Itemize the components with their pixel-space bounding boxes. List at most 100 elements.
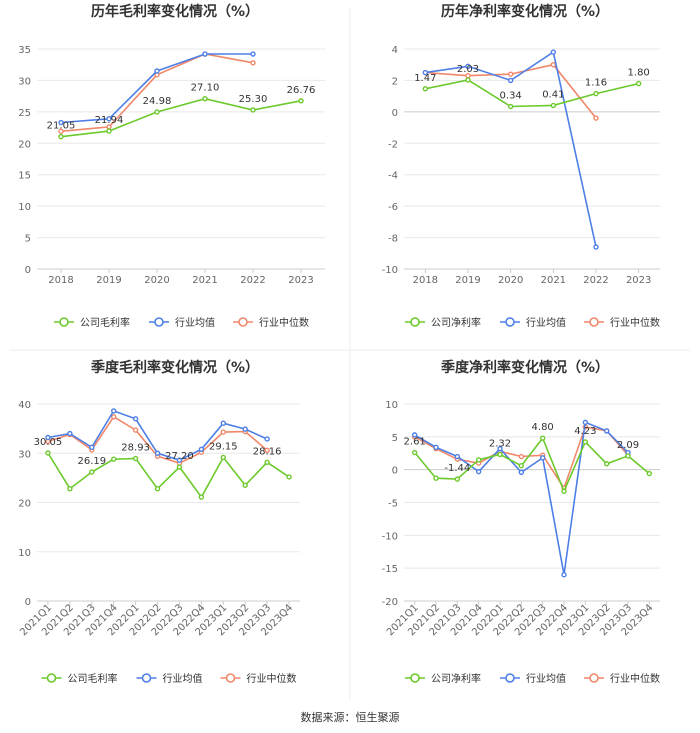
data-point-avg: [539, 455, 546, 461]
y-tick-label: 15: [18, 171, 31, 182]
legend-label: 公司净利率: [431, 672, 481, 685]
x-tick-label: 2022: [240, 275, 265, 286]
y-tick-label: 10: [18, 202, 31, 213]
data-point-avg: [582, 419, 589, 426]
y-tick-label: 2: [392, 76, 398, 87]
data-point-median: [58, 128, 64, 135]
legend-item-median[interactable]: 行业中位数: [220, 672, 297, 685]
y-tick-label: 5: [392, 433, 398, 444]
chart-quarterly-gross: 季度毛利率变化情况（%）0102030402021Q12021Q22021Q32…: [18, 359, 300, 685]
x-tick-label: 2021: [541, 275, 566, 286]
data-point-avg: [67, 430, 73, 437]
data-point-avg: [58, 119, 64, 126]
data-point-company: [154, 109, 160, 115]
y-tick-label: -20: [382, 597, 398, 608]
legend-marker: [59, 317, 69, 327]
series-line-company: [60, 97, 302, 138]
data-point-avg: [154, 450, 161, 456]
data-label: 4.80: [532, 422, 554, 433]
chart-title: 季度净利率变化情况（%）: [440, 359, 609, 376]
data-point-avg: [250, 51, 256, 57]
data-point-company: [561, 488, 567, 495]
legend-marker: [505, 673, 515, 683]
legend-item-median[interactable]: 行业中位数: [233, 316, 309, 329]
x-tick-label: 2021: [192, 275, 217, 286]
data-point-company: [593, 90, 599, 97]
legend-item-company[interactable]: 公司毛利率: [54, 316, 130, 329]
data-label: 2.61: [404, 437, 426, 448]
data-point-avg: [422, 69, 429, 76]
y-tick-label: 20: [18, 139, 31, 150]
series-line-company: [47, 452, 290, 499]
data-label: 24.98: [143, 96, 172, 107]
data-label: 28.16: [253, 446, 282, 457]
chart-title: 历年毛利率变化情况（%）: [91, 3, 259, 20]
data-point-company: [67, 486, 73, 492]
x-tick-label: 2019: [96, 275, 121, 286]
data-point-avg: [242, 426, 248, 432]
series-line-company: [414, 436, 650, 494]
data-point-company: [45, 450, 51, 456]
data-point-avg: [497, 445, 503, 452]
data-point-avg: [198, 446, 205, 453]
data-point-company: [465, 77, 471, 83]
y-tick-label: 5: [25, 234, 31, 245]
data-point-avg: [433, 444, 439, 451]
legend-marker: [589, 673, 599, 683]
data-point-median: [250, 60, 256, 66]
data-point-company: [111, 456, 117, 462]
data-point-median: [220, 429, 226, 435]
legend-label: 行业均值: [526, 316, 566, 329]
y-tick-label: 0: [25, 265, 31, 276]
legend-item-avg[interactable]: 行业均值: [136, 672, 203, 685]
chart-annual-net: 历年净利率变化情况（%） -10 -8 -6 -4 -2 0 2 4 2018 2019 2020 20…: [382, 3, 660, 329]
y-tick-label: 0: [392, 108, 398, 119]
y-tick-label: 20: [18, 499, 31, 510]
series-line-avg: [414, 421, 629, 575]
data-label: -1.44: [444, 463, 470, 474]
data-point-median: [264, 447, 270, 453]
legend-label: 行业均值: [163, 672, 203, 685]
legend-item-avg[interactable]: 行业均值: [149, 316, 215, 329]
data-point-avg: [561, 572, 567, 578]
data-point-company: [411, 449, 418, 456]
data-point-company: [518, 463, 525, 469]
data-point-company: [220, 454, 226, 461]
data-point-median: [507, 71, 514, 77]
legend-item-median[interactable]: 行业中位数: [584, 672, 660, 685]
y-tick-label: 35: [18, 45, 31, 56]
chart-title: 历年净利率变化情况（%）: [441, 3, 609, 20]
data-point-avg: [45, 434, 51, 441]
x-tick-label: 2023: [626, 275, 651, 286]
x-tick-label: 2020: [498, 275, 523, 286]
y-tick-label: 10: [385, 400, 398, 411]
data-label: 1.16: [585, 78, 607, 89]
legend-marker: [141, 673, 152, 683]
legend-item-avg[interactable]: 行业均值: [500, 316, 566, 329]
data-point-avg: [132, 416, 139, 422]
legend-item-company[interactable]: 公司净利率: [405, 316, 481, 329]
y-tick-label: -10: [382, 265, 398, 276]
data-label: 26.76: [287, 85, 316, 96]
data-point-company: [106, 128, 112, 134]
data-point-avg: [106, 116, 112, 122]
legend-item-company[interactable]: 公司净利率: [405, 672, 481, 685]
legend-label: 公司毛利率: [80, 316, 130, 329]
data-label: 4.23: [574, 426, 596, 437]
legend-marker: [410, 317, 420, 327]
data-label: 0.41: [542, 89, 564, 100]
legend-marker: [505, 317, 515, 327]
legend-marker: [238, 317, 248, 327]
data-point-avg: [603, 428, 610, 434]
legend-item-company[interactable]: 公司毛利率: [41, 672, 118, 685]
data-point-avg: [202, 51, 208, 57]
data-point-company: [89, 469, 95, 475]
data-point-avg: [411, 432, 418, 438]
legend-item-avg[interactable]: 行业均值: [500, 672, 566, 685]
data-point-company: [264, 459, 270, 466]
data-point-company: [154, 486, 161, 492]
data-point-avg: [176, 457, 183, 463]
legend-item-median[interactable]: 行业中位数: [584, 316, 660, 329]
legend-label: 行业中位数: [247, 672, 297, 685]
